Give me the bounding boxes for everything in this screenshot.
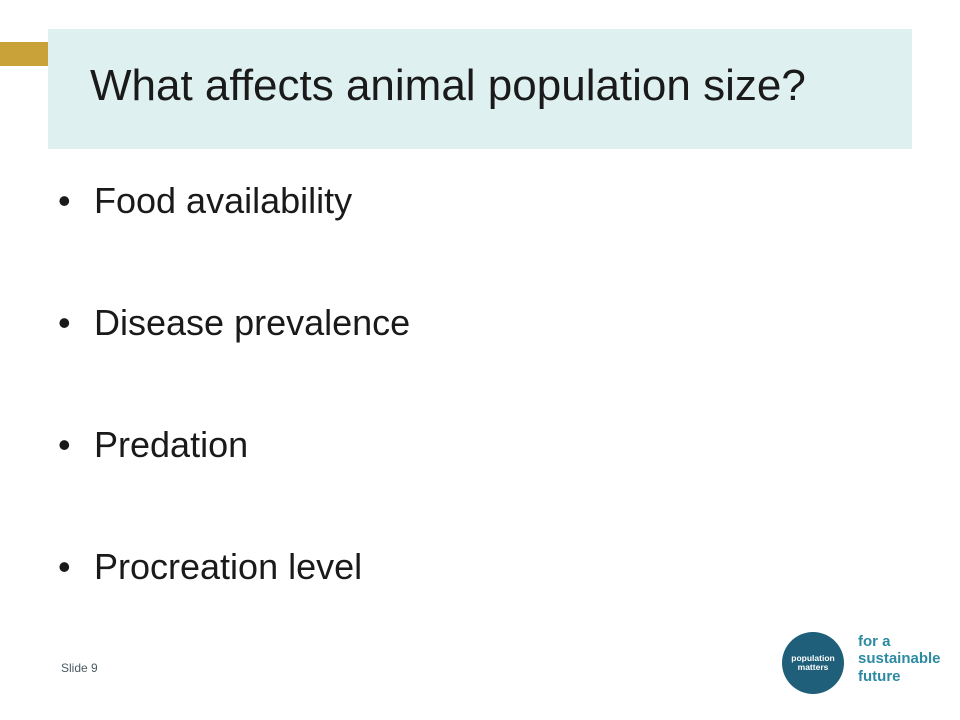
tagline-line: for a — [858, 633, 891, 650]
tagline-line: sustainable — [858, 650, 941, 668]
bullet-item: • Procreation level — [58, 538, 410, 660]
bullet-text: Food availability — [94, 180, 353, 221]
bullet-item: • Predation — [58, 416, 410, 538]
slide-number: Slide 9 — [61, 661, 98, 675]
bullet-dot: • — [58, 546, 71, 587]
bullet-dot: • — [58, 302, 71, 343]
bullet-item: • Food availability — [58, 172, 410, 294]
logo-text-line2: matters — [797, 662, 829, 672]
bullet-list: • Food availability • Disease prevalence •… — [58, 172, 410, 660]
bullet-item: • Disease prevalence — [58, 294, 410, 416]
bullet-dot: • — [58, 180, 71, 221]
bullet-text: Procreation level — [94, 546, 363, 587]
bullet-text: Disease prevalence — [94, 302, 411, 343]
title-band — [48, 29, 912, 149]
slide-title: What affects animal population size? — [90, 61, 806, 110]
population-matters-logo: population matters — [782, 632, 844, 694]
tagline-line: future — [858, 667, 901, 685]
bullet-dot: • — [58, 424, 71, 465]
logo-text-line1: population — [791, 652, 835, 663]
bullet-text: Predation — [94, 424, 249, 465]
logo-tagline: for a sustainable future — [858, 633, 941, 685]
